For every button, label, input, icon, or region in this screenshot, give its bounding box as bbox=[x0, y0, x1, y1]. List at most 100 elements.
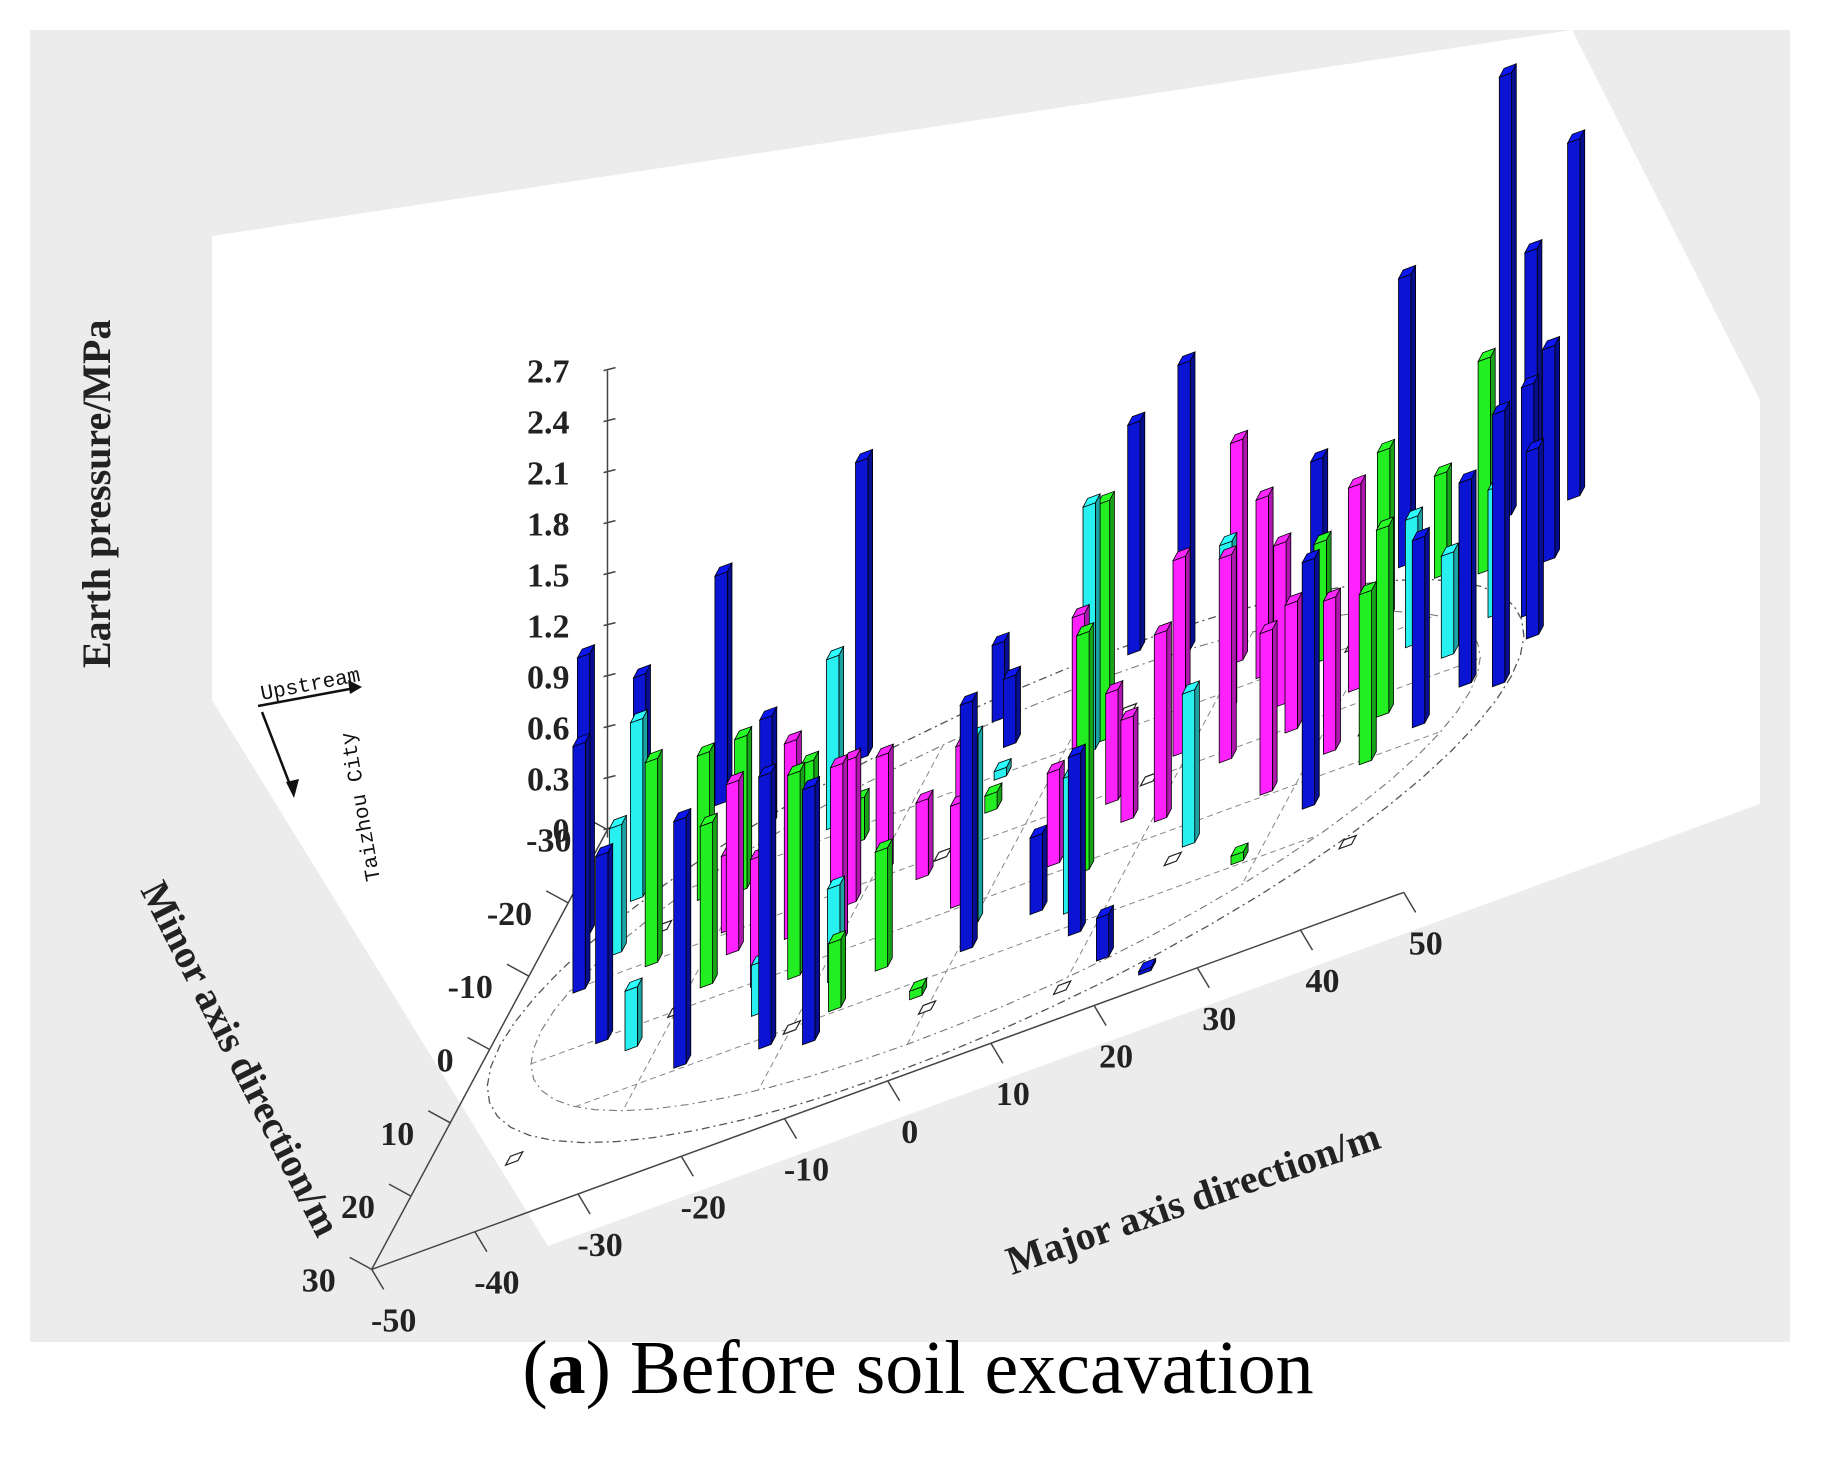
bar-magenta bbox=[1284, 591, 1303, 734]
bar-blue bbox=[1126, 411, 1146, 656]
bar-top-face bbox=[1172, 546, 1191, 562]
bar-side-face bbox=[1132, 706, 1139, 819]
bar-side-face bbox=[887, 838, 893, 967]
bar-top-face bbox=[1440, 542, 1460, 557]
x-axis-line bbox=[371, 891, 1404, 1271]
city-arrowhead bbox=[286, 779, 299, 798]
bar-side-face bbox=[770, 763, 777, 1045]
bar-front-face bbox=[1127, 420, 1141, 656]
bar-top-face bbox=[1566, 129, 1586, 144]
z-tick-mark bbox=[603, 621, 616, 627]
bar-blue bbox=[1491, 400, 1511, 688]
bar-blue bbox=[1029, 824, 1048, 916]
bar-top-face bbox=[629, 708, 649, 724]
y-tick-mark bbox=[427, 1110, 451, 1124]
x-tick-mark bbox=[887, 1080, 901, 1102]
monitoring-point-marker bbox=[504, 1150, 525, 1167]
bar-top-face bbox=[1029, 824, 1048, 839]
bar-cyan bbox=[993, 757, 1013, 781]
z-tick-mark bbox=[603, 774, 616, 780]
bar-magenta bbox=[915, 789, 934, 881]
bar-front-face bbox=[699, 821, 713, 989]
bar-top-face bbox=[1230, 842, 1249, 857]
bar-front-face bbox=[1358, 589, 1372, 766]
bar-blue bbox=[572, 732, 591, 994]
bar-side-face bbox=[1297, 592, 1303, 729]
bar-green bbox=[1230, 842, 1249, 866]
bar-side-face bbox=[726, 562, 733, 802]
y-tick-mark bbox=[349, 1256, 373, 1271]
bar-top-face bbox=[594, 842, 614, 858]
y-tick-label: -20 bbox=[487, 896, 532, 933]
bar-top-face bbox=[959, 691, 979, 707]
bar-top-face bbox=[983, 782, 1003, 797]
city-arrow bbox=[260, 711, 294, 791]
bar-front-face bbox=[595, 851, 609, 1045]
bar-front-face bbox=[1525, 446, 1540, 640]
z-tick-mark bbox=[603, 519, 616, 525]
bar-top-face bbox=[1322, 587, 1342, 603]
x-tick-label: 30 bbox=[1202, 1001, 1236, 1038]
bar-top-face bbox=[576, 643, 596, 659]
bar-top-face bbox=[1491, 400, 1511, 416]
bar-front-face bbox=[1301, 557, 1315, 810]
y-tick-label: 20 bbox=[341, 1189, 375, 1226]
bar-front-face bbox=[624, 986, 638, 1052]
bar-front-face bbox=[1440, 551, 1455, 659]
bar-front-face bbox=[1492, 409, 1506, 688]
bar-front-face bbox=[1218, 553, 1232, 764]
monitoring-point-marker bbox=[1162, 851, 1183, 867]
bar-front-face bbox=[959, 700, 973, 953]
x-tick-mark bbox=[1196, 967, 1210, 989]
x-tick-label: 40 bbox=[1306, 963, 1340, 1000]
bar-top-face bbox=[1404, 506, 1424, 522]
z-tick-label: 1.8 bbox=[527, 507, 570, 544]
bar-top-face bbox=[1071, 603, 1091, 619]
bar-front-face bbox=[828, 938, 842, 1013]
bar-side-face bbox=[1088, 622, 1095, 870]
bar-top-face bbox=[699, 812, 719, 828]
bar-top-face bbox=[1104, 679, 1124, 695]
bar-front-face bbox=[915, 798, 929, 881]
bar-magenta bbox=[1347, 474, 1367, 693]
x-tick-label: 0 bbox=[901, 1114, 918, 1151]
bar-green bbox=[1358, 580, 1378, 766]
bar-side-face bbox=[1042, 824, 1048, 911]
bar-side-face bbox=[867, 449, 873, 756]
bar-side-face bbox=[855, 748, 862, 902]
bar-green bbox=[908, 977, 928, 1001]
bar-side-face bbox=[1371, 581, 1377, 761]
bar-top-face bbox=[854, 448, 874, 464]
bar-top-face bbox=[783, 729, 803, 745]
bar-side-face bbox=[1242, 430, 1248, 661]
bar-top-face bbox=[1375, 516, 1395, 532]
bar-top-face bbox=[757, 762, 777, 778]
bar-side-face bbox=[712, 812, 718, 984]
bar-side-face bbox=[607, 843, 614, 1040]
bar-top-face bbox=[1347, 474, 1367, 489]
bar-magenta bbox=[1046, 759, 1066, 868]
bar-front-face bbox=[787, 770, 801, 981]
bar-blue bbox=[1566, 129, 1586, 501]
bar-cyan bbox=[624, 977, 643, 1052]
bar-front-face bbox=[802, 784, 816, 1046]
bar-magenta bbox=[1104, 679, 1124, 805]
bar-side-face bbox=[1095, 493, 1101, 750]
bar-magenta bbox=[1153, 620, 1173, 823]
upstream-arrow bbox=[257, 686, 356, 708]
bar-top-face bbox=[572, 732, 591, 748]
x-tick-label: -30 bbox=[577, 1227, 622, 1264]
bar-front-face bbox=[1259, 628, 1273, 796]
bar-side-face bbox=[814, 776, 820, 1041]
z-tick-label: 0.9 bbox=[527, 660, 570, 697]
bar-front-face bbox=[1046, 768, 1060, 868]
bar-top-face bbox=[1046, 759, 1066, 775]
x-tick-label: -10 bbox=[784, 1152, 829, 1189]
bar-front-face bbox=[1458, 478, 1472, 688]
upstream-arrowhead bbox=[348, 680, 362, 694]
figure-caption: (a) Before soil excavation bbox=[522, 1326, 1314, 1410]
bar-front-face bbox=[1029, 832, 1043, 916]
bar-top-face bbox=[800, 750, 820, 766]
z-tick-mark bbox=[603, 570, 616, 576]
bar-front-face bbox=[1067, 752, 1082, 937]
